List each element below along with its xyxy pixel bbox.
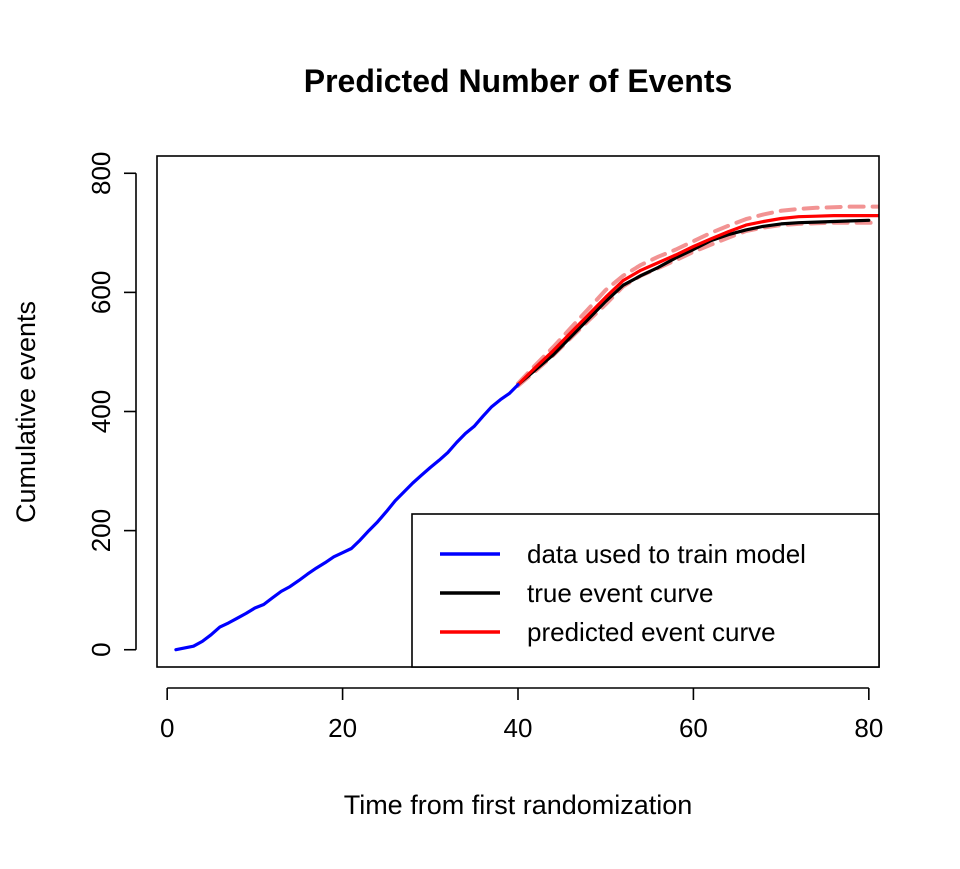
prediction-interval-line	[516, 204, 879, 386]
y-tick-label: 400	[86, 390, 116, 433]
x-tick-label: 0	[160, 713, 174, 743]
series-line-data-used-to-train-model	[174, 383, 520, 652]
x-tick-label: 60	[679, 713, 708, 743]
y-axis-label: Cumulative events	[11, 301, 41, 523]
series-line-true-event-curve	[516, 218, 871, 387]
y-tick-label: 800	[86, 152, 116, 195]
plot-area	[174, 204, 879, 652]
legend-box	[411, 513, 880, 668]
legend: data used to train model true event curve…	[411, 513, 880, 668]
x-tick-label: 20	[328, 713, 357, 743]
y-tick-label: 200	[86, 509, 116, 552]
y-tick-label: 600	[86, 271, 116, 314]
legend-label: data used to train model	[527, 539, 806, 569]
y-tick-label: 0	[86, 642, 116, 656]
x-axis-label: Time from first randomization	[344, 790, 693, 820]
chart-title: Predicted Number of Events	[304, 63, 733, 99]
legend-label: true event curve	[527, 578, 713, 608]
x-tick-label: 80	[854, 713, 883, 743]
legend-label: predicted event curve	[527, 617, 776, 647]
series-line-predicted-event-curve	[516, 214, 879, 387]
x-tick-label: 40	[504, 713, 533, 743]
